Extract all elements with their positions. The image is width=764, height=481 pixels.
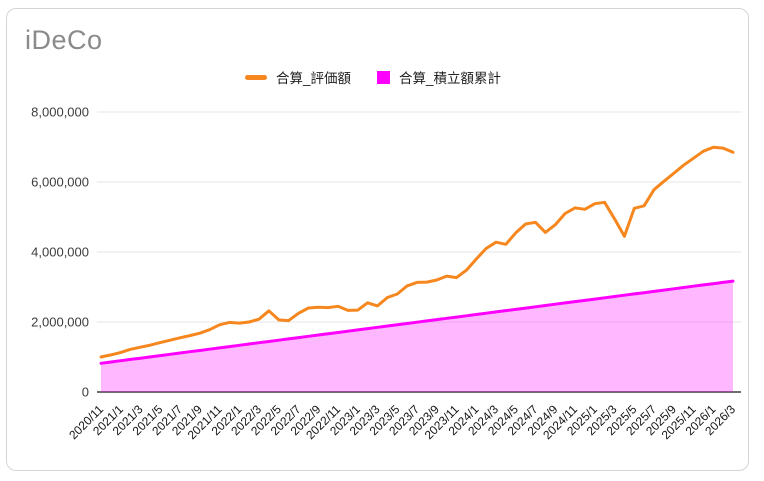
evaluation-line-path[interactable]: [99, 145, 735, 359]
x-axis-labels: 2020/112021/12021/32021/52021/72021/9202…: [66, 402, 738, 442]
contribution-area-fill[interactable]: [101, 281, 733, 392]
y-tick-label: 6,000,000: [31, 175, 89, 190]
y-tick-label: 4,000,000: [31, 245, 89, 260]
contribution-line-path[interactable]: [99, 279, 735, 365]
legend-item-contribution[interactable]: 合算_積立額累計: [377, 67, 501, 87]
evaluation-line-swatch-icon: [245, 74, 267, 80]
chart-title: iDeCo: [25, 25, 103, 55]
evaluation-line-series[interactable]: [99, 145, 735, 359]
chart-card: iDeCo 合算_評価額 合算_積立額累計 0 2,000,000 4,000,00…: [6, 8, 749, 471]
y-tick-label: 8,000,000: [31, 105, 89, 120]
y-tick-label: 0: [82, 385, 89, 400]
legend-item-evaluation[interactable]: 合算_評価額: [245, 67, 351, 87]
legend: 合算_評価額 合算_積立額累計: [245, 67, 501, 87]
legend-item-contribution-label: 合算_積立額累計: [399, 71, 502, 86]
y-tick-label: 2,000,000: [31, 315, 89, 330]
contribution-area-series[interactable]: [99, 279, 735, 392]
chart-canvas[interactable]: 0 2,000,000 4,000,000 6,000,000 8,000,000 20…: [7, 9, 759, 477]
y-axis-labels: 0 2,000,000 4,000,000 6,000,000 8,000,000: [31, 105, 89, 400]
legend-item-evaluation-label: 合算_評価額: [276, 71, 352, 86]
contribution-area-swatch-icon: [377, 70, 391, 84]
